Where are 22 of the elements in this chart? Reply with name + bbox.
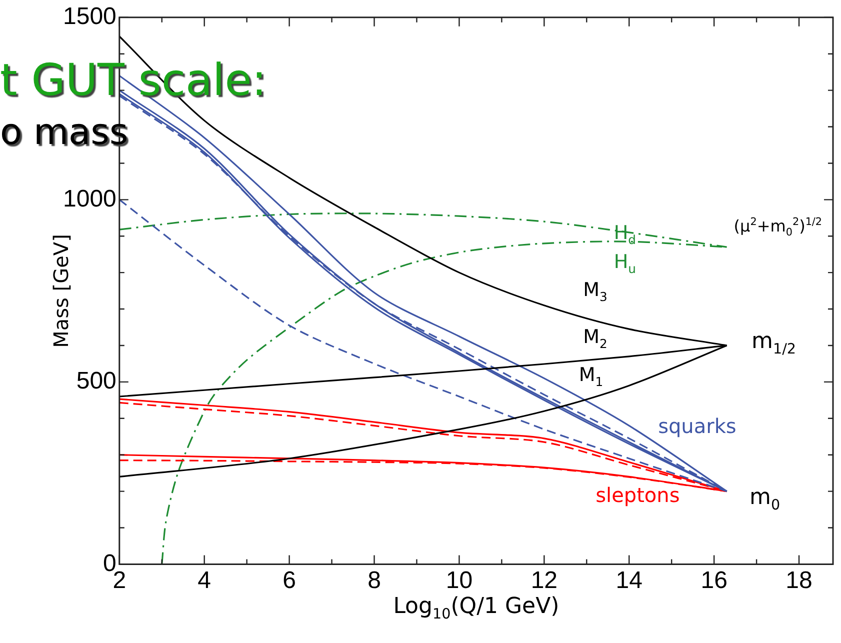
annotation: sleptons (596, 482, 680, 507)
annotation: H$_{u}$ (614, 250, 636, 276)
x-tick-label: 6 (282, 567, 296, 594)
annotation: (μ$^{2}$+m$_{0}$$^{2}$)$^{1/2}$ (734, 216, 822, 238)
x-tick-label: 4 (198, 567, 212, 594)
x-tick-label: 14 (616, 567, 642, 594)
annotation: M$_{3}$ (583, 279, 608, 304)
annotation: m$_{0}$ (750, 484, 780, 513)
x-tick-label: 18 (786, 567, 812, 594)
y-tick-label: 500 (76, 368, 116, 395)
x-tick-label: 10 (446, 567, 473, 594)
x-tick-label: 16 (700, 567, 728, 594)
x-tick-label: 12 (530, 567, 558, 594)
annotation: m$_{1/2}$ (752, 329, 796, 358)
annotation: M$_{2}$ (583, 326, 608, 350)
annotation: squarks (658, 414, 736, 438)
annotation: M$_{1}$ (578, 364, 604, 389)
y-axis-title: Mass [GeV] (49, 234, 74, 348)
y-tick-label: 1000 (63, 185, 116, 212)
y-tick-label: 1500 (63, 3, 116, 30)
x-tick-label: 8 (368, 567, 381, 594)
x-axis-title: Log$_{10}$(Q/1 GeV) (393, 594, 560, 623)
